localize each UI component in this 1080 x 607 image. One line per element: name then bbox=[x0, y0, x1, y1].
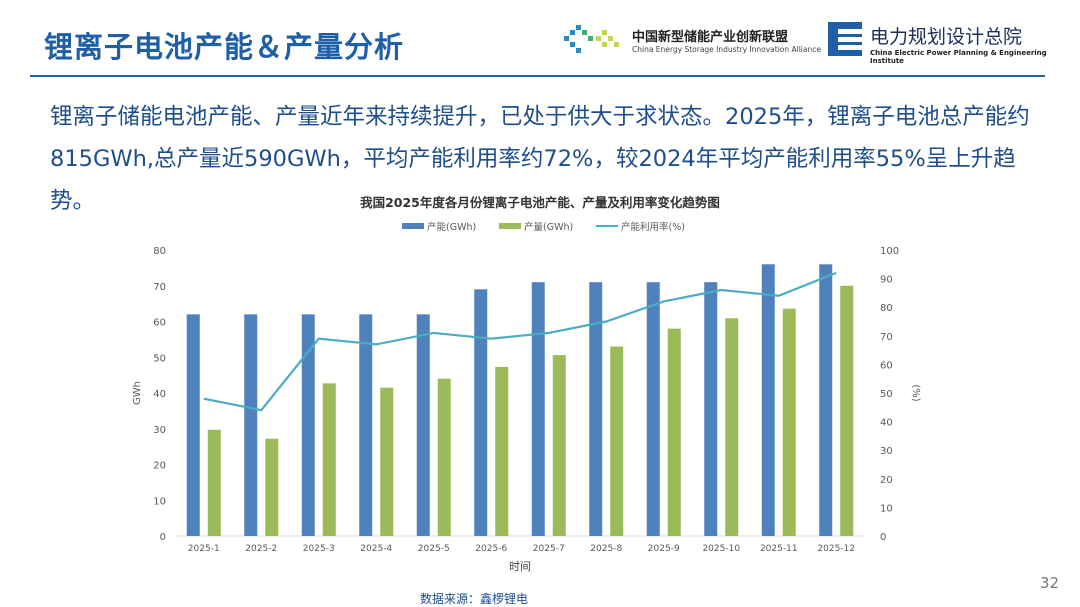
y2-tick-label: 90 bbox=[880, 275, 893, 286]
alliance-logo bbox=[562, 22, 622, 56]
capacity-bar bbox=[646, 282, 660, 536]
production-bar bbox=[380, 387, 394, 536]
x-tick-label: 2025-11 bbox=[760, 544, 798, 554]
y2-axis-title: (%) bbox=[910, 384, 921, 401]
y2-tick-label: 50 bbox=[880, 389, 893, 400]
capacity-bar bbox=[531, 282, 545, 536]
summary-text: 锂离子储能电池产能、产量近年来持续提升，已处于供大于求状态。2025年，锂离子电… bbox=[50, 104, 1030, 214]
page-number: 32 bbox=[1040, 574, 1060, 592]
y-tick-label: 80 bbox=[153, 246, 166, 257]
alliance-logo-icon bbox=[564, 25, 619, 53]
production-bar bbox=[840, 285, 854, 536]
institute-name-en: China Electric Power Planning & Engineer… bbox=[870, 49, 1047, 65]
chart-title: 我国2025年度各月份锂离子电池产能、产量及利用率变化趋势图 bbox=[360, 195, 720, 210]
production-bar bbox=[495, 366, 509, 536]
x-tick-label: 2025-9 bbox=[648, 544, 680, 554]
capacity-bar bbox=[359, 314, 373, 536]
y-tick-label: 20 bbox=[153, 461, 166, 472]
y2-tick-label: 10 bbox=[880, 503, 893, 514]
y2-tick-label: 40 bbox=[880, 418, 893, 429]
capacity-bar bbox=[186, 314, 200, 536]
production-bar bbox=[782, 308, 796, 536]
production-bar bbox=[552, 355, 566, 536]
legend-label: 产能利用率(%) bbox=[621, 221, 685, 233]
capacity-bar bbox=[416, 314, 430, 536]
y-tick-label: 0 bbox=[160, 532, 166, 543]
production-bar bbox=[322, 383, 336, 536]
x-tick-label: 2025-5 bbox=[418, 544, 450, 554]
y2-tick-label: 30 bbox=[880, 446, 893, 457]
legend-label: 产量(GWh) bbox=[524, 221, 573, 233]
y2-tick-label: 80 bbox=[880, 303, 893, 314]
legend-swatch-0 bbox=[402, 223, 424, 229]
institute-name: 电力规划设计总院 bbox=[870, 26, 1023, 48]
y-axis-title: GWh bbox=[132, 381, 143, 405]
y2-tick-label: 70 bbox=[880, 332, 893, 343]
capacity-bar bbox=[474, 289, 488, 536]
production-bar bbox=[437, 378, 451, 536]
production-bar bbox=[725, 318, 739, 536]
y2-tick-label: 100 bbox=[880, 246, 899, 257]
y-tick-label: 10 bbox=[153, 496, 166, 507]
y2-tick-label: 60 bbox=[880, 360, 893, 371]
y-tick-label: 40 bbox=[153, 389, 166, 400]
x-tick-label: 2025-12 bbox=[817, 544, 855, 554]
capacity-bar bbox=[819, 264, 833, 536]
y-tick-label: 50 bbox=[153, 353, 166, 364]
y2-tick-label: 0 bbox=[880, 532, 886, 543]
capacity-bar bbox=[761, 264, 775, 536]
y-tick-label: 30 bbox=[153, 425, 166, 436]
x-tick-label: 2025-7 bbox=[533, 544, 565, 554]
legend-swatch-1 bbox=[499, 223, 521, 229]
y2-tick-label: 20 bbox=[880, 475, 893, 486]
x-tick-label: 2025-1 bbox=[188, 544, 220, 554]
x-tick-label: 2025-10 bbox=[702, 544, 740, 554]
production-bar bbox=[667, 328, 681, 536]
capacity-bar bbox=[244, 314, 258, 536]
capacity-bar bbox=[704, 282, 718, 536]
capacity-bar bbox=[301, 314, 315, 536]
capacity-bar bbox=[589, 282, 603, 536]
x-tick-label: 2025-3 bbox=[303, 544, 335, 554]
utilization-line bbox=[203, 271, 837, 412]
x-tick-label: 2025-8 bbox=[590, 544, 622, 554]
x-tick-label: 2025-4 bbox=[360, 544, 392, 554]
legend-label: 产能(GWh) bbox=[427, 221, 476, 233]
x-axis-title: 时间 bbox=[509, 560, 531, 573]
y-tick-label: 70 bbox=[153, 282, 166, 293]
header-divider bbox=[30, 75, 1045, 77]
x-tick-label: 2025-6 bbox=[475, 544, 507, 554]
y-tick-label: 60 bbox=[153, 318, 166, 329]
production-bar bbox=[265, 438, 279, 536]
data-source: 数据来源：鑫椤锂电 bbox=[420, 592, 529, 606]
production-bar bbox=[207, 429, 221, 536]
x-tick-label: 2025-2 bbox=[245, 544, 277, 554]
page-title: 锂离子电池产能＆产量分析 bbox=[44, 30, 405, 64]
alliance-name: 中国新型储能产业创新联盟 bbox=[632, 30, 789, 45]
institute-logo-icon bbox=[828, 22, 862, 56]
alliance-name-en: China Energy Storage Industry Innovation… bbox=[632, 45, 821, 54]
production-bar bbox=[610, 346, 624, 536]
